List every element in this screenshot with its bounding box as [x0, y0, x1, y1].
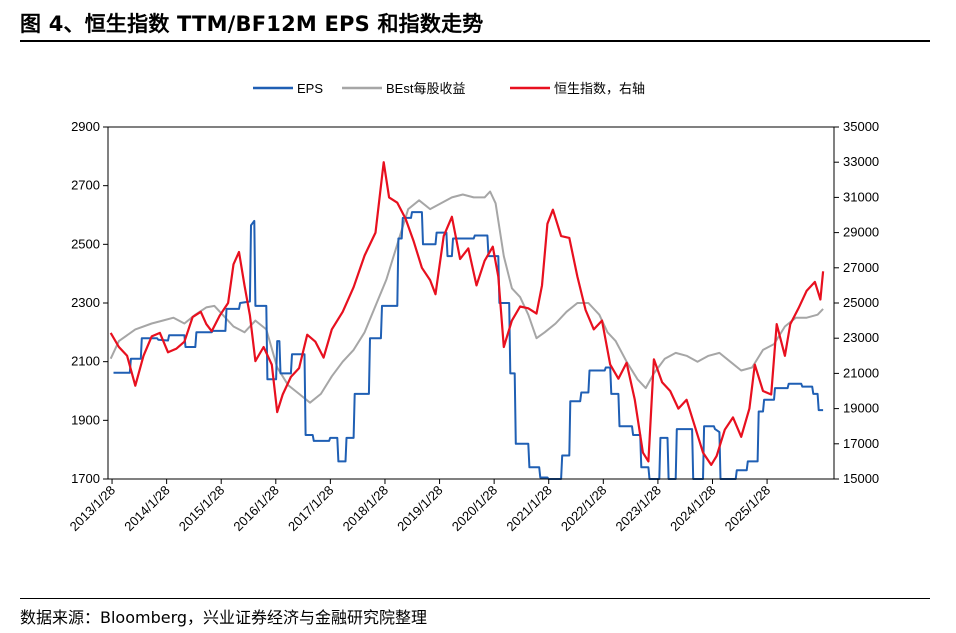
legend-best-label: BEst每股收益 — [386, 81, 465, 96]
source-rule — [20, 598, 930, 599]
right-tick-label: 31000 — [843, 189, 879, 204]
chart-legend: EPS BEst每股收益 恒生指数，右轴 — [253, 81, 645, 96]
x-tick-label: 2023/1/28 — [613, 483, 665, 535]
x-tick-label: 2014/1/28 — [121, 483, 173, 535]
source-note: 数据来源：Bloomberg，兴业证券经济与金融研究院整理 — [20, 608, 428, 627]
title-rule — [20, 40, 930, 42]
x-tick-label: 2015/1/28 — [176, 483, 228, 535]
x-tick-label: 2018/1/28 — [340, 483, 392, 535]
right-tick-label: 23000 — [843, 330, 879, 345]
figure-title: 图 4、恒生指数 TTM/BF12M EPS 和指数走势 — [20, 12, 484, 36]
right-tick-label: 17000 — [843, 436, 879, 451]
right-tick-label: 35000 — [843, 119, 879, 134]
right-axis: 15000 17000 19000 21000 23000 25000 27000 29000… — [834, 119, 879, 486]
right-tick-label: 33000 — [843, 154, 879, 169]
left-tick-label: 2500 — [71, 236, 100, 251]
right-tick-label: 29000 — [843, 225, 879, 240]
legend-hsi-label: 恒生指数，右轴 — [554, 81, 645, 96]
plot-border — [107, 126, 835, 480]
chart-series — [109, 161, 825, 480]
legend-eps-label: EPS — [297, 81, 323, 96]
left-axis: 1700 1900 2100 2300 2500 2700 2900 — [71, 119, 108, 486]
series-line-best — [109, 190, 824, 404]
left-tick-label: 1900 — [71, 412, 100, 427]
x-axis: 2013/1/28 2014/1/28 2015/1/28 2016/1/28 2017… — [67, 479, 774, 535]
right-tick-label: 27000 — [843, 260, 879, 275]
right-tick-label: 15000 — [843, 471, 879, 486]
left-tick-label: 2300 — [71, 295, 100, 310]
left-tick-label: 2900 — [71, 119, 100, 134]
right-tick-label: 21000 — [843, 365, 879, 380]
x-tick-label: 2016/1/28 — [230, 483, 282, 535]
x-tick-label: 2020/1/28 — [449, 483, 501, 535]
right-tick-label: 25000 — [843, 295, 879, 310]
x-tick-label: 2017/1/28 — [285, 483, 337, 535]
series-line-hsi — [109, 161, 825, 466]
x-tick-label: 2019/1/28 — [394, 483, 446, 535]
plot-frame — [107, 126, 835, 480]
x-tick-label: 2022/1/28 — [558, 483, 610, 535]
line-chart: EPS BEst每股收益 恒生指数，右轴 1700 1900 2100 2300 2500 2… — [67, 81, 880, 535]
left-tick-label: 2700 — [71, 178, 100, 193]
x-tick-label: 2025/1/28 — [722, 483, 774, 535]
left-tick-label: 2100 — [71, 354, 100, 369]
x-tick-label: 2024/1/28 — [667, 483, 719, 535]
x-tick-label: 2021/1/28 — [503, 483, 555, 535]
x-tick-label: 2013/1/28 — [67, 483, 119, 535]
left-tick-label: 1700 — [71, 471, 100, 486]
right-tick-label: 19000 — [843, 401, 879, 416]
